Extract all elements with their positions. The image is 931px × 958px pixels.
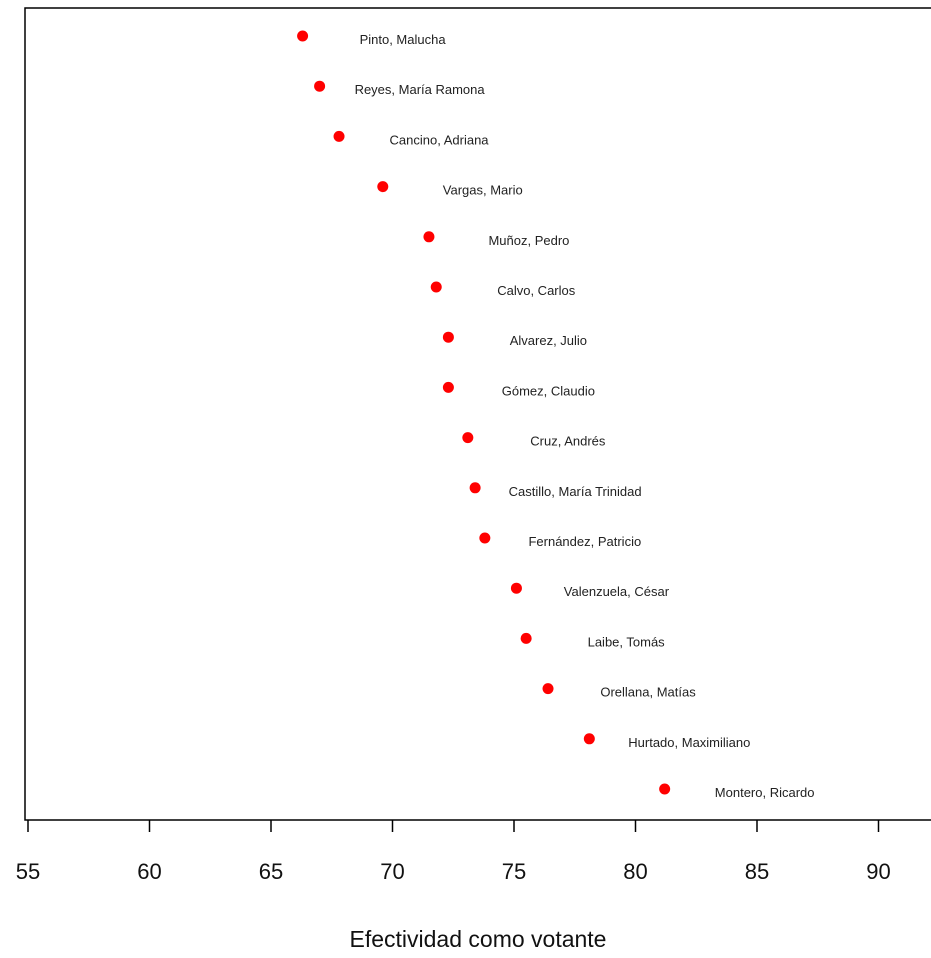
data-point — [423, 231, 435, 243]
point-label: Pinto, Malucha — [360, 32, 447, 47]
data-point — [479, 532, 491, 544]
data-points — [297, 30, 671, 795]
data-point — [542, 683, 554, 695]
data-point — [377, 181, 389, 193]
plot-area-frame — [24, 7, 931, 821]
data-point — [442, 381, 454, 393]
x-tick-label: 90 — [866, 859, 890, 884]
point-label: Cruz, Andrés — [530, 434, 606, 449]
point-label: Orellana, Matías — [600, 685, 696, 700]
point-label: Reyes, María Ramona — [355, 82, 486, 97]
data-point — [520, 632, 532, 644]
data-point — [462, 432, 474, 444]
data-point — [430, 281, 442, 293]
point-label: Montero, Ricardo — [715, 785, 815, 800]
data-point — [297, 30, 309, 42]
data-point — [333, 130, 345, 142]
data-point — [659, 783, 671, 795]
point-label: Vargas, Mario — [443, 183, 523, 198]
x-tick-label: 75 — [502, 859, 526, 884]
point-label: Fernández, Patricio — [528, 534, 641, 549]
x-axis: 55 60 65 70 75 80 85 90 — [16, 820, 891, 884]
x-axis-title: Efectividad como votante — [350, 926, 607, 952]
point-labels: Pinto, Malucha Reyes, María Ramona Cancino… — [355, 32, 815, 800]
data-point — [314, 80, 326, 92]
point-label: Hurtado, Maximiliano — [628, 735, 750, 750]
point-label: Alvarez, Julio — [510, 333, 587, 348]
point-label: Castillo, María Trinidad — [509, 484, 642, 499]
point-label: Laibe, Tomás — [588, 634, 666, 649]
data-point — [469, 482, 481, 494]
point-label: Calvo, Carlos — [497, 283, 576, 298]
point-label: Muñoz, Pedro — [488, 233, 569, 248]
x-tick-label: 80 — [623, 859, 647, 884]
x-tick-label: 55 — [16, 859, 40, 884]
x-tick-label: 85 — [745, 859, 769, 884]
data-point — [442, 331, 454, 343]
point-label: Gómez, Claudio — [502, 383, 595, 398]
data-point — [583, 733, 595, 745]
point-label: Cancino, Adriana — [390, 132, 490, 147]
x-tick-label: 60 — [137, 859, 161, 884]
x-tick-label: 70 — [380, 859, 404, 884]
data-point — [510, 582, 522, 594]
x-tick-label: 65 — [259, 859, 283, 884]
point-label: Valenzuela, César — [564, 584, 670, 599]
